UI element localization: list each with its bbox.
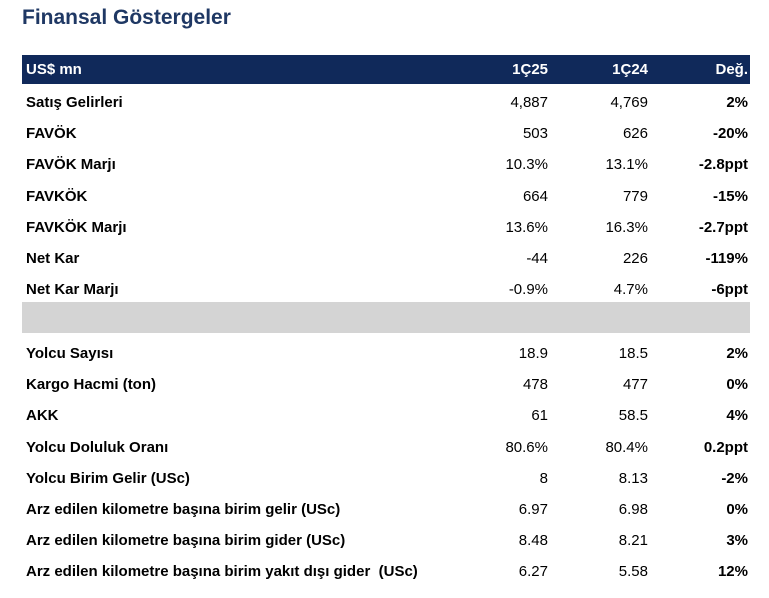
- table-cell: 18.9: [518, 345, 548, 362]
- row-label: FAVÖK Marjı: [26, 156, 116, 174]
- row-label: FAVÖK: [26, 125, 77, 143]
- table-cell: 664: [522, 187, 548, 205]
- table-cell: 0%: [726, 376, 748, 394]
- table-cell: 0%: [726, 501, 748, 518]
- separator-row: [22, 302, 750, 333]
- row-label: Yolcu Birim Gelir (USc): [26, 469, 190, 487]
- header-cell: Değ.: [715, 61, 748, 78]
- table-cell: -20%: [712, 125, 748, 143]
- table-cell: 226: [622, 250, 648, 267]
- table-cell: 18.5: [618, 345, 648, 362]
- header-cell: 1Ç24: [612, 61, 648, 78]
- table-cell: 8.48: [518, 532, 548, 550]
- row-label: Satış Gelirleri: [26, 94, 123, 111]
- table-cell: -15%: [712, 187, 748, 205]
- table-cell: -2%: [721, 469, 748, 487]
- table-cell: 8.13: [618, 469, 648, 487]
- table-cell: 80.6%: [505, 438, 548, 456]
- table-cell: 779: [622, 187, 648, 205]
- row-label: Net Kar: [26, 250, 80, 267]
- table-cell: 6.97: [518, 501, 548, 518]
- table-cell: 5.58: [618, 563, 648, 581]
- row-label: Arz edilen kilometre başına birim yakıt …: [26, 563, 418, 581]
- header-bar: [22, 55, 750, 84]
- table-cell: 10.3%: [505, 156, 548, 174]
- table-cell: 503: [522, 125, 548, 143]
- table-cell: 4,887: [510, 94, 548, 111]
- table-cell: -119%: [705, 250, 748, 267]
- row-label: FAVKÖK Marjı: [26, 218, 127, 236]
- table-cell: 4%: [726, 407, 748, 425]
- row-label: Kargo Hacmi (ton): [26, 376, 157, 394]
- row-label: Arz edilen kilometre başına birim gider …: [26, 532, 346, 550]
- table-cell: -2.7ppt: [698, 218, 748, 236]
- row-label: Yolcu Sayısı: [26, 345, 114, 362]
- table-cell: 2%: [726, 94, 748, 111]
- row-label: AKK: [26, 407, 59, 425]
- table-cell: 477: [622, 376, 648, 394]
- table-cell: -0.9%: [508, 281, 548, 299]
- row-label: Yolcu Doluluk Oranı: [26, 438, 169, 456]
- header-cell: 1Ç25: [512, 61, 548, 78]
- table-cell: -6ppt: [711, 281, 748, 299]
- table-cell: -2.8ppt: [698, 156, 748, 174]
- table-cell: -44: [526, 250, 548, 267]
- table-cell: 13.1%: [605, 156, 648, 174]
- table-cell: 478: [522, 376, 548, 394]
- row-label: FAVKÖK: [26, 187, 88, 205]
- table-cell: 61: [531, 407, 548, 425]
- table-cell: 16.3%: [605, 218, 648, 236]
- table-cell: 80.4%: [605, 438, 648, 456]
- table-cell: 8: [539, 469, 548, 487]
- table-cell: 12%: [717, 563, 748, 581]
- table-cell: 6.27: [518, 563, 548, 581]
- table-cell: 626: [622, 125, 648, 143]
- table-cell: 8.21: [618, 532, 648, 550]
- header-cell: US$ mn: [26, 61, 82, 78]
- table-cell: 13.6%: [505, 218, 548, 236]
- table-cell: 58.5: [618, 407, 648, 425]
- table-cell: 4.7%: [613, 281, 648, 299]
- table-cell: 6.98: [618, 501, 648, 518]
- table-cell: 3%: [726, 532, 748, 550]
- table-cell: 0.2ppt: [703, 438, 748, 456]
- row-label: Net Kar Marjı: [26, 281, 119, 299]
- table-cell: 4,769: [610, 94, 648, 111]
- row-label: Arz edilen kilometre başına birim gelir …: [26, 501, 341, 518]
- page-title: Finansal Göstergeler: [22, 6, 231, 29]
- table-cell: 2%: [726, 345, 748, 362]
